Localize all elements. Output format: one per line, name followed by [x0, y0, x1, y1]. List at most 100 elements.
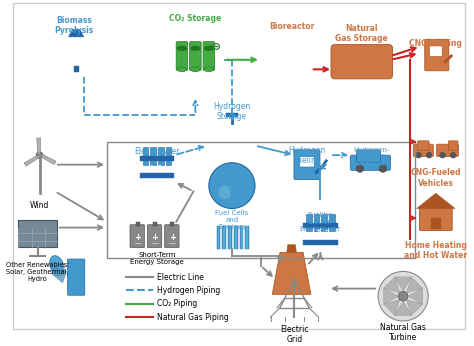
Text: —: —	[152, 240, 158, 246]
Ellipse shape	[191, 46, 200, 51]
Circle shape	[36, 152, 43, 158]
FancyBboxPatch shape	[331, 45, 392, 79]
Text: +: +	[134, 233, 141, 242]
Bar	[74, 66, 79, 72]
Circle shape	[426, 152, 432, 158]
FancyBboxPatch shape	[418, 141, 429, 151]
FancyBboxPatch shape	[425, 39, 449, 71]
Circle shape	[416, 152, 421, 158]
Bar	[246, 226, 249, 248]
Polygon shape	[417, 193, 455, 209]
Text: Natural
Gas Storage: Natural Gas Storage	[336, 24, 388, 43]
Ellipse shape	[177, 67, 187, 72]
Bar	[233, 165, 236, 172]
Text: Hydrogen
Fueling: Hydrogen Fueling	[288, 146, 326, 165]
FancyBboxPatch shape	[147, 225, 162, 248]
Text: CNG Fueling: CNG Fueling	[410, 39, 462, 48]
FancyBboxPatch shape	[203, 42, 215, 70]
Polygon shape	[407, 300, 423, 316]
Bar	[223, 226, 225, 248]
Polygon shape	[395, 277, 411, 291]
Text: Biomass
Pyrolysis: Biomass Pyrolysis	[55, 16, 94, 35]
Polygon shape	[408, 288, 423, 304]
Ellipse shape	[177, 46, 187, 51]
Ellipse shape	[204, 46, 214, 51]
Bar	[217, 226, 220, 248]
Text: Home Heating
and Hot Water: Home Heating and Hot Water	[404, 241, 467, 260]
Circle shape	[398, 291, 408, 301]
Text: Electrolyzer: Electrolyzer	[134, 147, 180, 156]
FancyBboxPatch shape	[413, 144, 433, 156]
FancyBboxPatch shape	[300, 156, 314, 167]
Text: —: —	[169, 240, 176, 246]
Bar	[314, 214, 319, 231]
Bar	[229, 226, 231, 248]
Polygon shape	[51, 267, 66, 283]
Bar	[107, 142, 415, 258]
FancyBboxPatch shape	[67, 259, 85, 295]
Polygon shape	[39, 154, 56, 165]
Bar	[222, 226, 226, 248]
FancyBboxPatch shape	[164, 225, 179, 248]
Bar	[140, 156, 174, 161]
Polygon shape	[383, 288, 398, 304]
Bar	[241, 226, 243, 248]
Ellipse shape	[191, 67, 200, 72]
Polygon shape	[68, 29, 84, 37]
Bar	[228, 226, 232, 248]
Polygon shape	[383, 277, 400, 293]
Polygon shape	[287, 245, 296, 252]
Circle shape	[379, 165, 387, 172]
Bar	[234, 226, 238, 248]
Bar	[240, 226, 244, 248]
Bar	[228, 165, 231, 172]
Circle shape	[214, 44, 219, 49]
FancyBboxPatch shape	[436, 144, 458, 156]
Text: +: +	[152, 233, 158, 242]
Text: +: +	[316, 228, 321, 234]
Circle shape	[378, 271, 428, 321]
Polygon shape	[407, 277, 423, 293]
Text: -: -	[157, 162, 161, 171]
Bar	[321, 214, 327, 231]
Circle shape	[219, 185, 232, 199]
Polygon shape	[36, 138, 41, 155]
FancyBboxPatch shape	[419, 208, 452, 230]
Text: Bioreactor: Bioreactor	[269, 22, 314, 31]
FancyBboxPatch shape	[429, 46, 442, 56]
Ellipse shape	[204, 67, 214, 72]
FancyBboxPatch shape	[294, 150, 320, 180]
Text: Hydrogen Piping: Hydrogen Piping	[157, 286, 220, 295]
Bar	[329, 214, 335, 231]
Text: CO₂ Piping: CO₂ Piping	[157, 299, 197, 308]
Bar	[303, 223, 338, 228]
Text: CNG-Fueled
Vehicles: CNG-Fueled Vehicles	[410, 169, 461, 188]
Text: -: -	[324, 227, 328, 236]
Circle shape	[209, 163, 255, 209]
Text: Electric Line: Electric Line	[157, 273, 204, 282]
Text: +: +	[169, 233, 176, 242]
Bar	[153, 222, 157, 226]
Polygon shape	[273, 252, 311, 294]
FancyBboxPatch shape	[130, 225, 145, 248]
FancyBboxPatch shape	[350, 155, 391, 170]
Text: Fueling
Station
Electrolyzer: Fueling Station Electrolyzer	[300, 212, 341, 232]
Circle shape	[450, 152, 456, 158]
Bar	[246, 226, 248, 248]
Bar	[226, 113, 238, 117]
FancyBboxPatch shape	[448, 141, 458, 151]
Bar	[431, 218, 441, 229]
Circle shape	[356, 165, 364, 172]
Text: Hydrogen-
Fueled
Vehicles: Hydrogen- Fueled Vehicles	[353, 147, 390, 167]
Bar	[218, 226, 219, 248]
Text: Electric
Grid: Electric Grid	[280, 325, 309, 344]
FancyBboxPatch shape	[18, 220, 57, 247]
Bar	[136, 222, 140, 226]
Text: Short-Term
Energy Storage: Short-Term Energy Storage	[130, 252, 184, 265]
Text: —: —	[134, 240, 141, 246]
Bar	[306, 214, 312, 231]
Text: +: +	[148, 164, 154, 170]
Polygon shape	[395, 301, 411, 316]
FancyBboxPatch shape	[176, 42, 188, 70]
FancyBboxPatch shape	[356, 150, 381, 162]
